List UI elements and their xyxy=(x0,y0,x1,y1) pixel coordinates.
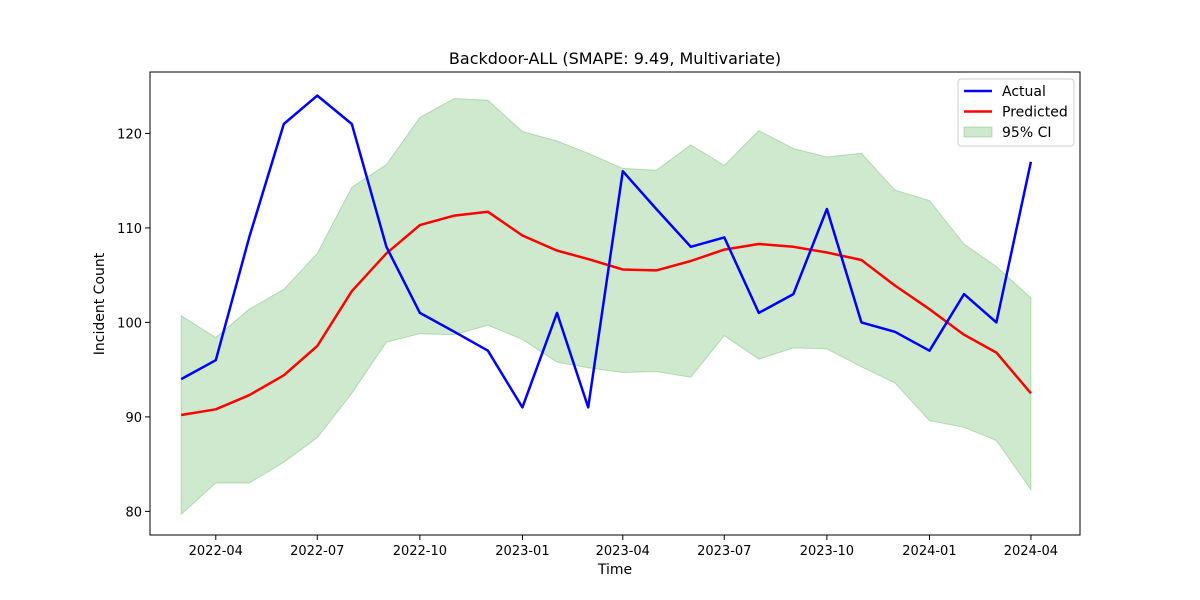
y-tick-label: 90 xyxy=(125,411,142,426)
y-tick-label: 80 xyxy=(125,505,142,520)
x-tick-label: 2023-07 xyxy=(697,544,751,559)
x-tick-label: 2023-10 xyxy=(800,544,854,559)
legend-label: Actual xyxy=(1002,84,1046,100)
series-lines-layer xyxy=(180,94,1033,417)
x-tick-label: 2022-10 xyxy=(393,544,447,559)
legend-swatch-ci xyxy=(963,126,993,138)
x-tick-label: 2022-04 xyxy=(189,544,243,559)
y-tick-label: 110 xyxy=(117,222,142,237)
series-line-actual xyxy=(180,94,1033,409)
legend-box xyxy=(957,78,1075,147)
y-tick-label: 120 xyxy=(117,127,142,142)
ci-band-layer xyxy=(180,97,1032,516)
series-line-predicted xyxy=(180,210,1032,417)
x-tick-label: 2022-07 xyxy=(290,544,344,559)
x-axis-label: Time xyxy=(597,562,632,578)
y-axis-label: Incident Count xyxy=(92,252,108,355)
legend-label: 95% CI xyxy=(1002,125,1051,141)
plot-frame xyxy=(149,71,1081,536)
y-tick-label: 100 xyxy=(117,316,142,331)
x-tick-label: 2023-04 xyxy=(596,544,650,559)
legend: Actual Predicted 95% CI xyxy=(957,78,1075,147)
axes-layer: 80 90 100 110 120 2022-04 2022-07 2022-10 2023-0… xyxy=(117,71,1081,559)
chart-title: Backdoor-ALL (SMAPE: 9.49, Multivariate) xyxy=(449,49,781,68)
ci-band xyxy=(180,97,1032,516)
legend-label: Predicted xyxy=(1002,105,1068,121)
x-tick-label: 2024-01 xyxy=(902,544,956,559)
x-tick-label: 2024-04 xyxy=(1004,544,1058,559)
x-tick-label: 2023-01 xyxy=(495,544,549,559)
